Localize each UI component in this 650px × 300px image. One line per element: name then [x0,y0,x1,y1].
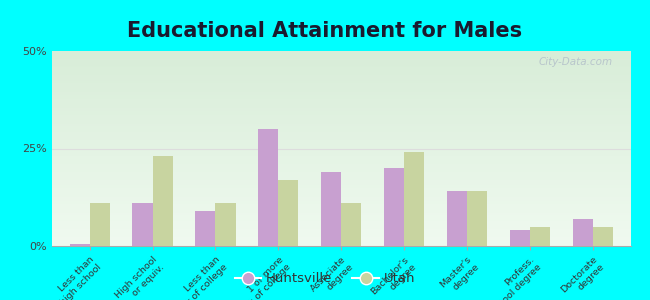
Bar [467,191,487,246]
Bar [70,244,90,246]
Bar [384,168,404,246]
Bar [341,203,361,246]
Bar [216,203,235,246]
Bar [90,203,110,246]
Bar [404,152,424,246]
Bar [258,129,278,246]
Text: Educational Attainment for Males: Educational Attainment for Males [127,21,523,41]
Bar [133,203,153,246]
Bar [447,191,467,246]
Bar [593,226,613,246]
Bar [573,219,593,246]
Bar [196,211,216,246]
Bar [278,180,298,246]
Legend: Huntsville, Utah: Huntsville, Utah [229,267,421,290]
Bar [510,230,530,246]
Bar [530,226,550,246]
Bar [321,172,341,246]
Text: City-Data.com: City-Data.com [539,57,613,67]
Bar [153,156,173,246]
